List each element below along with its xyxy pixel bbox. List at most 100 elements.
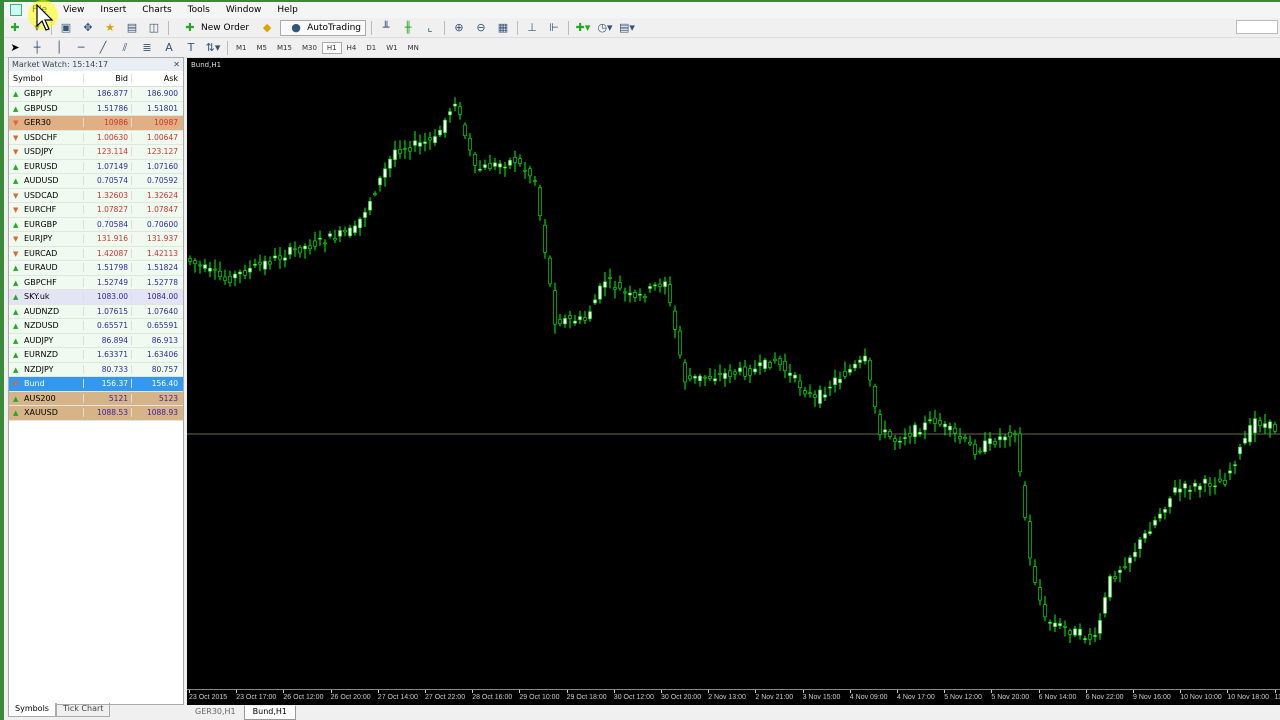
text-label-icon[interactable]: T bbox=[187, 41, 195, 54]
strategy-tester-icon[interactable]: ◫ bbox=[148, 21, 160, 34]
column-header-bid[interactable]: Bid bbox=[83, 74, 131, 83]
timeframe-w1[interactable]: W1 bbox=[386, 43, 398, 52]
ask-cell: 86.913 bbox=[131, 335, 181, 345]
symbol-row[interactable]: ▲ NZDJPY 80.733 80.757 bbox=[9, 362, 183, 377]
tab-tick-chart[interactable]: Tick Chart bbox=[55, 703, 111, 717]
text-icon[interactable]: A bbox=[165, 41, 173, 54]
symbol-row[interactable]: ▼ USDCAD 1.32603 1.32624 bbox=[9, 188, 183, 203]
chart-tab-ger30[interactable]: GER30,H1 bbox=[195, 707, 236, 716]
timeframe-m15[interactable]: M15 bbox=[277, 43, 292, 52]
menu-tools[interactable]: Tools bbox=[187, 5, 210, 15]
cursor-icon[interactable]: ➤ bbox=[10, 41, 20, 54]
tile-windows-icon[interactable]: ▦ bbox=[497, 21, 509, 34]
candle-body bbox=[388, 158, 392, 169]
menu-file[interactable]: File bbox=[32, 5, 48, 15]
candle-body bbox=[558, 319, 562, 324]
symbol-row[interactable]: ▲ EURNZD 1.63371 1.63406 bbox=[9, 348, 183, 363]
new-chart-icon[interactable]: ✚ bbox=[10, 21, 20, 34]
fibonacci-icon[interactable]: ≣ bbox=[142, 41, 152, 54]
candle-body bbox=[533, 180, 537, 182]
symbol-row[interactable]: ▲ XAUUSD 1088.53 1088.93 bbox=[9, 406, 183, 421]
timeframe-m5[interactable]: M5 bbox=[256, 43, 268, 52]
candle-body bbox=[873, 385, 877, 408]
symbol-row[interactable]: ▲ EURAUD 1.51798 1.51824 bbox=[9, 261, 183, 276]
zoom-in-icon[interactable]: ⊕ bbox=[454, 21, 464, 34]
new-order-button[interactable]: ✚ New Order bbox=[174, 20, 254, 36]
timeframe-h4[interactable]: H4 bbox=[346, 43, 357, 52]
close-icon[interactable]: ✕ bbox=[173, 60, 180, 69]
vertical-line-icon[interactable]: │ bbox=[55, 41, 63, 54]
timeframe-d1[interactable]: D1 bbox=[366, 43, 377, 52]
indicators-icon[interactable]: ✚▾ bbox=[575, 21, 591, 34]
symbol-row[interactable]: ▲ AUDNZD 1.07615 1.07640 bbox=[9, 304, 183, 319]
symbol-row[interactable]: ▲ GBPJPY 186.877 186.900 bbox=[9, 87, 183, 102]
timeframe-h1[interactable]: H1 bbox=[321, 41, 342, 54]
bid-cell: 80.733 bbox=[83, 364, 131, 374]
horizontal-line-icon[interactable]: ─ bbox=[77, 41, 85, 54]
symbol-row[interactable]: ▼ Bund 156.37 156.40 bbox=[9, 377, 183, 392]
menu-window[interactable]: Window bbox=[225, 5, 262, 15]
symbol-row[interactable]: ▲ EURGBP 0.70584 0.70600 bbox=[9, 217, 183, 232]
line-chart-icon[interactable]: ⌞ bbox=[427, 21, 433, 34]
periods-icon[interactable]: ◷▾ bbox=[597, 21, 613, 34]
arrows-icon[interactable]: ⇅▾ bbox=[205, 41, 221, 54]
candlestick-chart bbox=[187, 97, 1280, 646]
chart-window[interactable]: Bund,H1 23 Oct 2015 23 Oct 17:00 26 Oct 12… bbox=[187, 58, 1280, 705]
metaeditor-icon[interactable]: ◆ bbox=[262, 21, 272, 34]
menu-view[interactable]: View bbox=[63, 5, 85, 15]
navigator-icon[interactable]: ★ bbox=[105, 21, 115, 34]
symbol-row[interactable]: ▲ GBPUSD 1.51786 1.51801 bbox=[9, 101, 183, 116]
bar-chart-icon[interactable]: ╨ bbox=[382, 21, 390, 34]
market-watch-title: Market Watch: 15:14:17 bbox=[12, 60, 109, 69]
symbol-row[interactable]: ▲ NZDUSD 0.65571 0.65591 bbox=[9, 319, 183, 334]
bid-cell: 186.877 bbox=[83, 89, 131, 99]
terminal-icon[interactable]: ▤ bbox=[126, 21, 138, 34]
column-header-ask[interactable]: Ask bbox=[131, 74, 181, 83]
symbol-row[interactable]: ▲ AUDUSD 0.70574 0.70592 bbox=[9, 174, 183, 189]
equidistant-channel-icon[interactable]: ⫽ bbox=[122, 40, 128, 54]
symbol-row[interactable]: ▼ EURJPY 131.916 131.937 bbox=[9, 232, 183, 247]
symbol-row[interactable]: ▲ EURUSD 1.07149 1.07160 bbox=[9, 159, 183, 174]
tab-symbols[interactable]: Symbols bbox=[8, 703, 56, 717]
candle-body bbox=[588, 311, 592, 320]
candle-body bbox=[573, 320, 577, 324]
chart-tab-bund[interactable]: Bund,H1 bbox=[243, 706, 296, 720]
data-window-icon[interactable]: ✥ bbox=[83, 21, 93, 34]
chart-shift-icon[interactable]: ⊩ bbox=[549, 21, 559, 34]
crosshair-icon[interactable]: ┼ bbox=[33, 41, 41, 54]
candle-body bbox=[383, 168, 387, 178]
candlestick-icon[interactable]: ╫ bbox=[404, 21, 412, 34]
time-tick-label: 30 Oct 20:00 bbox=[661, 690, 702, 701]
candle-body bbox=[1118, 569, 1122, 573]
symbol-row[interactable]: ▼ USDCHF 1.00630 1.00647 bbox=[9, 130, 183, 145]
trendline-icon[interactable]: ╱ bbox=[99, 41, 107, 54]
symbol-row[interactable]: ▲ GBPCHF 1.52749 1.52778 bbox=[9, 275, 183, 290]
symbol-row[interactable]: ▲ SKY.uk 1083.00 1084.00 bbox=[9, 290, 183, 305]
templates-icon[interactable]: ▤▾ bbox=[619, 21, 635, 34]
time-tick-label: 29 Oct 10:00 bbox=[519, 690, 560, 701]
symbol-row[interactable]: ▲ AUDJPY 86.894 86.913 bbox=[9, 333, 183, 348]
menu-charts[interactable]: Charts bbox=[142, 5, 172, 15]
market-watch-icon[interactable]: ▣ bbox=[60, 21, 72, 34]
menu-help[interactable]: Help bbox=[277, 5, 298, 15]
candle-body bbox=[848, 369, 852, 373]
autoscroll-icon[interactable]: ⊥ bbox=[527, 21, 537, 34]
menu-insert[interactable]: Insert bbox=[100, 5, 127, 15]
timeframe-m1[interactable]: M1 bbox=[236, 43, 247, 52]
symbol-row[interactable]: ▼ EURCHF 1.07827 1.07847 bbox=[9, 203, 183, 218]
autotrading-button[interactable]: ● AutoTrading bbox=[280, 19, 366, 36]
symbol-row[interactable]: ▼ GER30 10986 10987 bbox=[9, 116, 183, 131]
search-input[interactable] bbox=[1236, 20, 1278, 34]
symbol-row[interactable]: ▲ AUS200 5121 5123 bbox=[9, 391, 183, 406]
candle-body bbox=[713, 378, 717, 382]
candle-body bbox=[498, 163, 502, 168]
candle-body bbox=[663, 281, 667, 287]
timeframe-mn[interactable]: MN bbox=[407, 43, 419, 52]
symbol-row[interactable]: ▼ EURCAD 1.42087 1.42113 bbox=[9, 246, 183, 261]
timeframe-m30[interactable]: M30 bbox=[301, 43, 317, 52]
separator bbox=[517, 20, 518, 35]
column-header-symbol[interactable]: Symbol bbox=[13, 74, 43, 83]
zoom-out-icon[interactable]: ⊖ bbox=[476, 21, 486, 34]
symbol-row[interactable]: ▼ USDJPY 123.114 123.127 bbox=[9, 145, 183, 160]
profiles-icon[interactable]: ▾ bbox=[34, 21, 40, 34]
